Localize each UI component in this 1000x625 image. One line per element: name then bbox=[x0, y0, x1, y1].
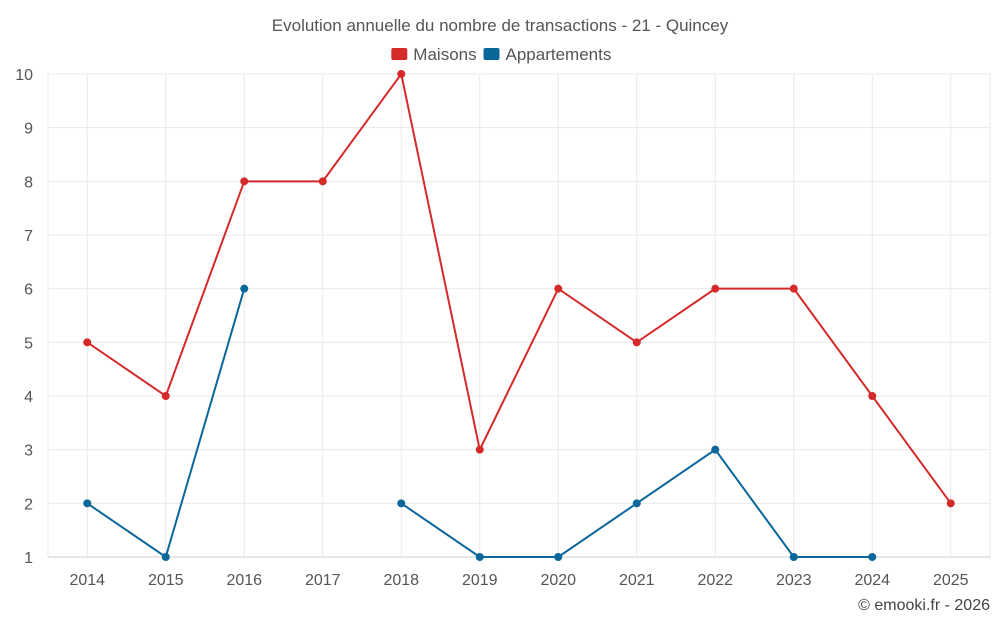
data-point[interactable] bbox=[632, 499, 641, 508]
grid bbox=[47, 73, 991, 558]
data-point[interactable] bbox=[161, 553, 170, 561]
chart-title: Evolution annuelle du nombre de transact… bbox=[272, 16, 729, 35]
x-tick-label: 2014 bbox=[69, 572, 105, 589]
data-point[interactable] bbox=[240, 177, 249, 186]
data-point[interactable] bbox=[868, 392, 877, 400]
x-tick-label: 2022 bbox=[697, 572, 733, 589]
y-tick-label: 7 bbox=[24, 228, 33, 245]
data-point[interactable] bbox=[397, 70, 406, 78]
series-line bbox=[86, 71, 952, 504]
data-point[interactable] bbox=[475, 553, 484, 561]
data-point[interactable] bbox=[711, 445, 720, 454]
y-tick-label: 10 bbox=[15, 67, 33, 84]
x-tick-label: 2017 bbox=[305, 572, 341, 589]
data-point[interactable] bbox=[554, 553, 563, 561]
data-point[interactable] bbox=[318, 177, 327, 186]
legend-item-appartements[interactable]: Appartements bbox=[483, 45, 612, 64]
legend-label: Appartements bbox=[506, 45, 612, 64]
data-point[interactable] bbox=[789, 284, 798, 293]
data-point[interactable] bbox=[475, 445, 484, 454]
legend-swatch bbox=[483, 48, 500, 60]
y-tick-label: 2 bbox=[24, 496, 33, 513]
data-point[interactable] bbox=[161, 392, 170, 400]
y-tick-label: 9 bbox=[24, 121, 33, 138]
x-tick-label: 2021 bbox=[619, 572, 655, 589]
y-tick-label: 8 bbox=[24, 174, 33, 191]
data-point[interactable] bbox=[554, 284, 563, 293]
y-axis: 1 2 3 4 5 6 7 8 9 10 bbox=[15, 67, 33, 567]
series-group bbox=[83, 70, 955, 561]
x-tick-label: 2023 bbox=[776, 572, 812, 589]
y-tick-label: 1 bbox=[24, 550, 33, 567]
credit-text: © emooki.fr - 2026 bbox=[858, 597, 990, 614]
legend-label: Maisons bbox=[413, 45, 476, 64]
x-tick-label: 2024 bbox=[854, 572, 890, 589]
x-tick-label: 2025 bbox=[933, 572, 969, 589]
legend-item-maisons[interactable]: Maisons bbox=[391, 45, 477, 64]
data-point[interactable] bbox=[397, 499, 406, 508]
y-tick-label: 5 bbox=[24, 335, 33, 352]
x-axis: 2014 2015 2016 2017 2018 2019 2020 2021 2022 2023… bbox=[48, 556, 990, 589]
x-tick-label: 2015 bbox=[148, 572, 184, 589]
x-tick-label: 2016 bbox=[226, 572, 262, 589]
y-tick-label: 4 bbox=[24, 389, 33, 406]
y-tick-label: 3 bbox=[24, 443, 33, 460]
legend-swatch bbox=[391, 48, 408, 60]
legend: Maisons Appartements bbox=[391, 45, 611, 64]
data-point[interactable] bbox=[789, 553, 798, 561]
data-point[interactable] bbox=[83, 338, 92, 347]
y-tick-label: 6 bbox=[24, 282, 33, 299]
x-tick-label: 2019 bbox=[462, 572, 498, 589]
data-point[interactable] bbox=[868, 553, 877, 561]
x-tick-label: 2018 bbox=[383, 572, 419, 589]
data-point[interactable] bbox=[240, 284, 249, 293]
data-point[interactable] bbox=[632, 338, 641, 347]
data-point[interactable] bbox=[83, 499, 92, 508]
data-point[interactable] bbox=[946, 499, 955, 508]
data-point[interactable] bbox=[711, 284, 720, 293]
series-appartements bbox=[83, 284, 877, 561]
x-tick-label: 2020 bbox=[540, 572, 576, 589]
series-maisons bbox=[83, 70, 955, 508]
